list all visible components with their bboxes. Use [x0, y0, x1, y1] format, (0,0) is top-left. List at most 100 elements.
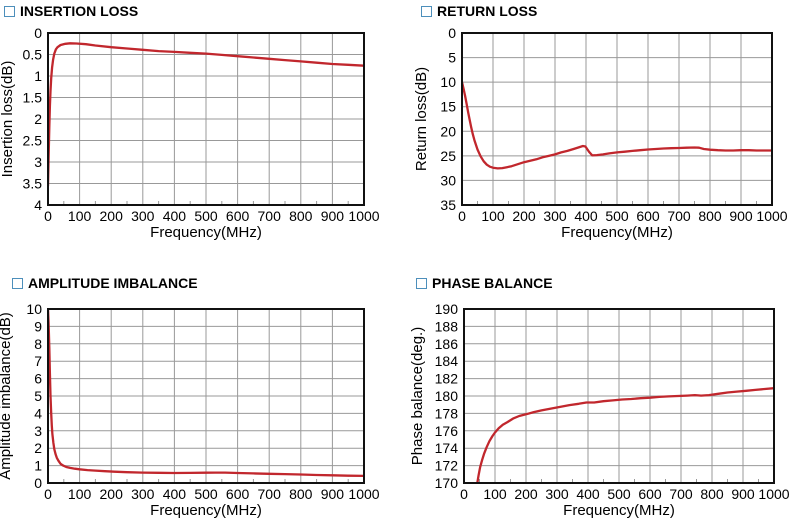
- x-tick-label: 600: [638, 486, 662, 502]
- x-tick-label: 600: [226, 486, 250, 502]
- y-tick-label: 0: [34, 25, 42, 41]
- title-square-icon: [416, 277, 427, 289]
- y-tick-label: 5: [448, 50, 456, 66]
- chart-title-text: PHASE BALANCE: [432, 275, 553, 291]
- y-tick-label: 3.5: [23, 176, 43, 192]
- x-tick-label: 100: [483, 486, 507, 502]
- insertion-loss-chart: 00.511.522.533.540 100 200 300 400 500 600 700 8…: [0, 25, 380, 241]
- x-tick-label: 200: [514, 486, 538, 502]
- y-tick-label: 184: [435, 353, 459, 369]
- y-tick-label: 186: [435, 336, 459, 352]
- x-tick-label: 800: [700, 486, 724, 502]
- plot-border: [463, 308, 775, 484]
- y-tick-label: 2.5: [23, 133, 43, 149]
- x-tick-label: 100: [68, 486, 92, 502]
- y-tick-label: 2: [34, 111, 42, 127]
- y-tick-label: 1: [34, 68, 42, 84]
- y-axis-label: Return loss(dB): [413, 67, 430, 171]
- y-tick-label: 174: [435, 440, 459, 456]
- x-tick-label: 500: [194, 208, 218, 224]
- x-tick-label: 500: [605, 208, 629, 224]
- chart-panel-return-loss: RETURN LOSS 0 5 10 15 20 25 30 35 0 100 200 300 400 5…: [396, 0, 793, 261]
- y-axis-label: Insertion loss(dB): [0, 61, 16, 178]
- chart-title-text: RETURN LOSS: [437, 3, 538, 19]
- y-tick-label: 35: [440, 197, 456, 213]
- x-axis-label: Frequency(MHz): [561, 224, 673, 241]
- x-tick-label: 700: [258, 208, 282, 224]
- x-tick-label: 400: [163, 208, 187, 224]
- plot-border: [47, 32, 365, 206]
- y-tick-label: 6: [34, 371, 42, 387]
- return-loss-curve: [461, 80, 773, 170]
- y-tick-label: 10: [440, 74, 456, 90]
- amplitude-imbalance-curve: [47, 308, 365, 478]
- y-axis-label: Phase balance(deg.): [409, 327, 426, 465]
- y-tick-label: 4: [34, 197, 42, 213]
- y-tick-label: 1.5: [23, 90, 43, 106]
- x-tick-label: 900: [729, 208, 753, 224]
- plot-border: [47, 308, 365, 484]
- y-tick-label: 188: [435, 318, 459, 334]
- x-tick-label: 1000: [348, 208, 379, 224]
- x-tick-label: 200: [100, 208, 124, 224]
- y-tick-label: 8: [34, 336, 42, 352]
- plot-border: [461, 32, 773, 206]
- x-tick-label: 0: [44, 208, 52, 224]
- x-tick-label: 900: [731, 486, 755, 502]
- chart-title-text: INSERTION LOSS: [20, 3, 139, 19]
- x-tick-label: 300: [131, 486, 155, 502]
- x-tick-label: 0: [44, 486, 52, 502]
- y-tick-label: 1: [34, 458, 42, 474]
- y-tick-label: 170: [435, 475, 459, 491]
- phase-balance-curve: [476, 387, 775, 484]
- x-tick-label: 400: [576, 486, 600, 502]
- x-axis-label: Frequency(MHz): [150, 224, 262, 241]
- x-tick-label: 800: [289, 486, 313, 502]
- y-tick-label: 3: [34, 423, 42, 439]
- chart-title-text: AMPLITUDE IMBALANCE: [28, 275, 198, 291]
- chart-panel-insertion-loss: INSERTION LOSS 0 0.5 1 1.5 2 2.5 3 3.5 4 0 100 200 3…: [0, 0, 396, 261]
- chart-panel-amplitude-imbalance: AMPLITUDE IMBALANCE 10 9 8 7 6 5 4 3 2 1 0 0 100 200 3…: [0, 261, 396, 522]
- chart-title-phase-balance: PHASE BALANCE: [416, 275, 553, 291]
- x-tick-label: 1000: [348, 486, 379, 502]
- x-tick-label: 700: [667, 208, 691, 224]
- y-tick-label: 0: [34, 475, 42, 491]
- x-tick-label: 1000: [756, 208, 787, 224]
- title-square-icon: [4, 5, 15, 17]
- chart-title-return-loss: RETURN LOSS: [421, 3, 537, 19]
- y-tick-label: 25: [440, 148, 456, 164]
- x-tick-label: 100: [481, 208, 505, 224]
- x-tick-label: 500: [607, 486, 631, 502]
- x-tick-label: 300: [545, 486, 569, 502]
- x-tick-label: 900: [321, 208, 345, 224]
- y-tick-label: 5: [34, 388, 42, 404]
- chart-panel-phase-balance: PHASE BALANCE 190 188 186 184 182 180 178 176 17…: [396, 261, 793, 522]
- y-tick-label: 190: [435, 301, 459, 317]
- y-tick-label: 178: [435, 405, 459, 421]
- y-tick-label: 0: [448, 25, 456, 41]
- x-tick-label: 200: [512, 208, 536, 224]
- x-tick-label: 400: [163, 486, 187, 502]
- x-tick-label: 500: [194, 486, 218, 502]
- y-tick-label: 172: [435, 458, 459, 474]
- x-tick-label: 600: [636, 208, 660, 224]
- y-tick-label: 0.5: [23, 47, 43, 63]
- x-tick-label: 1000: [758, 486, 789, 502]
- y-tick-label: 182: [435, 371, 459, 387]
- y-tick-label: 20: [440, 123, 456, 139]
- y-tick-label: 3: [34, 154, 42, 170]
- x-tick-label: 300: [543, 208, 567, 224]
- insertion-loss-curve: [47, 42, 365, 187]
- x-tick-label: 900: [321, 486, 345, 502]
- x-tick-label: 800: [698, 208, 722, 224]
- x-tick-label: 200: [100, 486, 124, 502]
- y-tick-label: 10: [26, 301, 42, 317]
- x-tick-label: 400: [574, 208, 598, 224]
- x-tick-label: 0: [460, 486, 468, 502]
- y-axis-label: Amplitude imbalance(dB): [0, 312, 14, 480]
